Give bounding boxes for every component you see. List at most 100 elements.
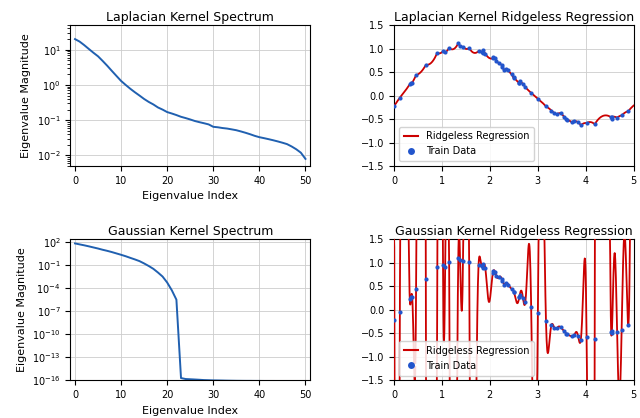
Y-axis label: Eigenvalue Magnitude: Eigenvalue Magnitude bbox=[21, 33, 31, 158]
Point bbox=[499, 281, 509, 288]
Point bbox=[616, 112, 627, 119]
Point bbox=[432, 49, 442, 56]
Point bbox=[559, 328, 569, 334]
Point bbox=[518, 295, 528, 301]
Point bbox=[432, 264, 442, 270]
Point bbox=[453, 254, 463, 261]
Point bbox=[506, 71, 516, 77]
Point bbox=[497, 62, 508, 69]
Point bbox=[501, 65, 511, 72]
Point bbox=[404, 81, 415, 88]
Point bbox=[480, 50, 490, 57]
Legend: Ridgeless Regression, Train Data: Ridgeless Regression, Train Data bbox=[399, 127, 534, 161]
Point bbox=[411, 286, 421, 293]
Point bbox=[395, 94, 405, 101]
Point bbox=[561, 330, 572, 337]
Point bbox=[509, 288, 519, 295]
Point bbox=[490, 269, 500, 276]
X-axis label: Eigenvalue Index: Eigenvalue Index bbox=[142, 191, 238, 201]
X-axis label: Eigenvalue Index: Eigenvalue Index bbox=[142, 405, 238, 415]
Point bbox=[607, 113, 617, 120]
Point bbox=[411, 72, 421, 79]
Point bbox=[562, 117, 572, 123]
Point bbox=[506, 285, 516, 292]
Point bbox=[478, 46, 488, 53]
Point bbox=[541, 103, 551, 110]
Point bbox=[438, 48, 448, 54]
Point bbox=[612, 115, 622, 121]
Point bbox=[566, 119, 577, 125]
Point bbox=[464, 45, 474, 51]
Point bbox=[490, 55, 500, 61]
Point bbox=[549, 324, 559, 331]
Point bbox=[497, 63, 508, 70]
Point bbox=[406, 293, 417, 300]
Point bbox=[438, 262, 448, 269]
Point bbox=[616, 326, 627, 333]
Point bbox=[515, 292, 525, 298]
Point bbox=[576, 122, 586, 129]
Point bbox=[420, 276, 431, 283]
Point bbox=[552, 325, 562, 331]
Point bbox=[407, 294, 417, 301]
Y-axis label: Eigenvalue Magnitude: Eigenvalue Magnitude bbox=[17, 247, 27, 372]
Point bbox=[532, 310, 543, 316]
Point bbox=[477, 48, 487, 55]
Point bbox=[612, 329, 622, 335]
Point bbox=[526, 89, 536, 96]
Point bbox=[514, 80, 524, 87]
Point bbox=[458, 258, 468, 265]
Point bbox=[566, 333, 577, 340]
Point bbox=[623, 108, 634, 115]
Title: Laplacian Kernel Ridgeless Regression: Laplacian Kernel Ridgeless Regression bbox=[394, 11, 634, 24]
Point bbox=[455, 43, 465, 49]
Title: Gaussian Kernel Spectrum: Gaussian Kernel Spectrum bbox=[108, 225, 273, 238]
Point bbox=[582, 120, 592, 126]
Point bbox=[497, 278, 508, 284]
Point bbox=[389, 317, 399, 324]
Point bbox=[556, 110, 566, 116]
Point bbox=[576, 336, 586, 343]
Point bbox=[623, 322, 634, 329]
Point bbox=[474, 48, 484, 54]
Point bbox=[477, 263, 487, 269]
Point bbox=[573, 333, 583, 340]
Point bbox=[520, 298, 531, 305]
Point bbox=[480, 265, 490, 271]
Point bbox=[520, 84, 531, 91]
Point bbox=[541, 317, 551, 324]
Point bbox=[488, 268, 499, 275]
Point bbox=[561, 116, 572, 123]
Point bbox=[499, 67, 509, 74]
Point bbox=[488, 54, 499, 60]
Point bbox=[494, 274, 504, 280]
Point bbox=[556, 324, 566, 331]
Point bbox=[552, 111, 562, 117]
Point bbox=[518, 80, 528, 87]
Point bbox=[478, 261, 488, 268]
Point bbox=[569, 118, 579, 125]
Point bbox=[444, 259, 454, 265]
Point bbox=[491, 58, 501, 65]
Point bbox=[509, 289, 519, 296]
Title: Gaussian Kernel Ridgeless Regression: Gaussian Kernel Ridgeless Regression bbox=[395, 225, 632, 238]
Point bbox=[607, 328, 617, 334]
Point bbox=[532, 95, 543, 102]
Point bbox=[509, 74, 519, 81]
Point bbox=[547, 107, 557, 114]
Point bbox=[526, 304, 536, 311]
Point bbox=[395, 308, 405, 315]
Point bbox=[503, 67, 513, 74]
Point bbox=[606, 329, 616, 335]
Point bbox=[488, 55, 498, 62]
Point bbox=[474, 262, 484, 269]
Point bbox=[562, 331, 572, 338]
Point bbox=[458, 43, 468, 50]
Point bbox=[589, 121, 600, 127]
Point bbox=[477, 264, 488, 271]
Point bbox=[464, 259, 474, 266]
Point bbox=[573, 119, 583, 125]
Point bbox=[404, 295, 415, 302]
Point bbox=[607, 330, 617, 336]
Point bbox=[453, 40, 463, 46]
